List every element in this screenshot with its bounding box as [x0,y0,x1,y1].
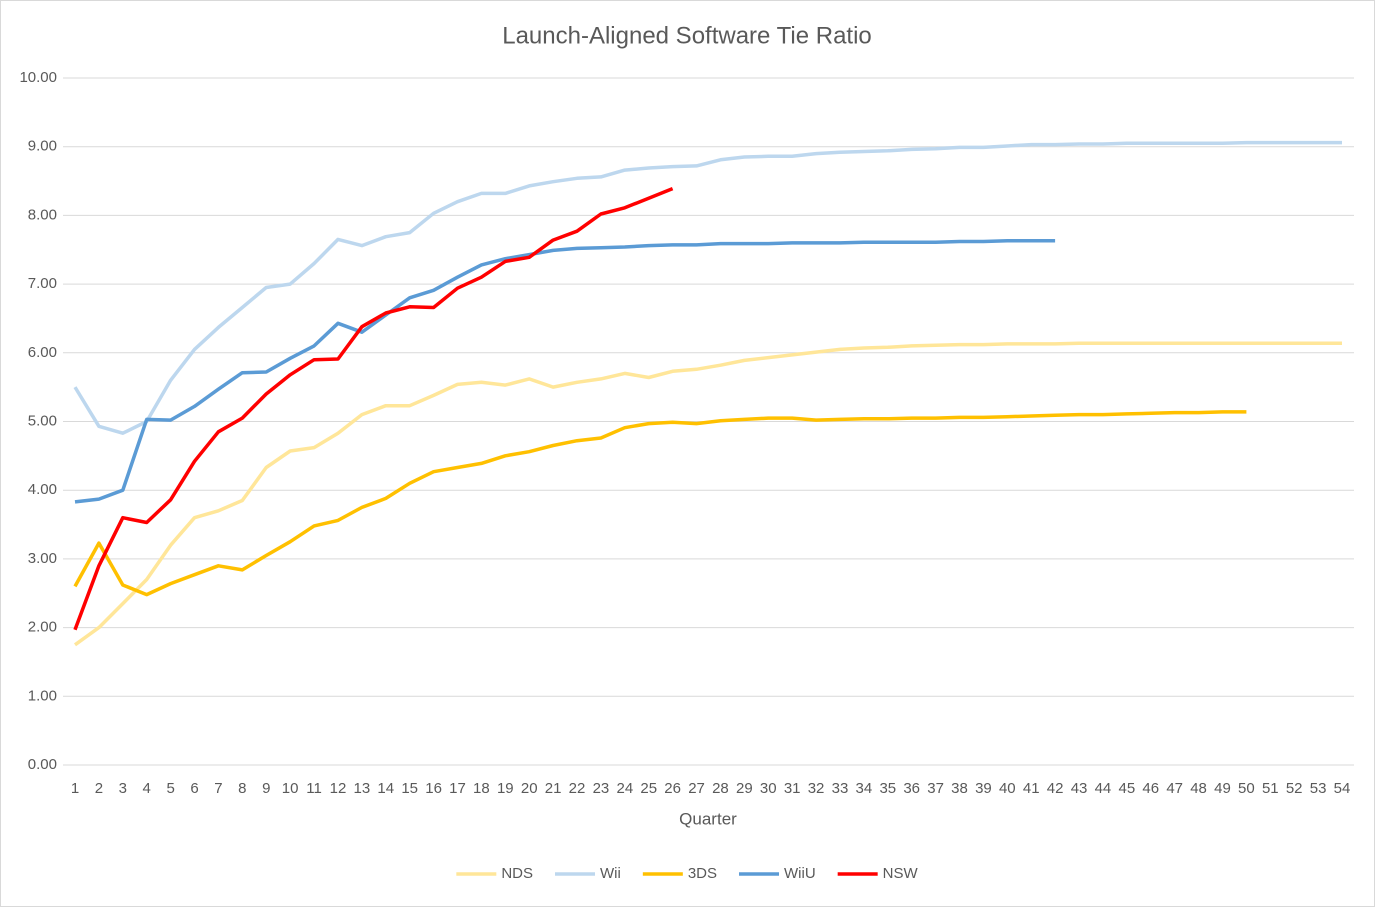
x-tick-label: 21 [545,780,562,797]
x-tick-label: 28 [712,780,729,797]
x-tick-label: 8 [238,780,246,797]
y-tick-label: 1.00 [28,687,57,704]
y-tick-label: 6.00 [28,344,57,361]
x-tick-label: 47 [1166,780,1183,797]
x-tick-label: 25 [640,780,657,797]
legend-label: WiiU [784,865,816,882]
x-tick-label: 30 [760,780,777,797]
x-tick-label: 48 [1190,780,1207,797]
series-line [73,410,1247,597]
x-tick-label: 34 [856,780,873,797]
x-tick-label: 45 [1119,780,1136,797]
x-tick-label: 26 [664,780,681,797]
legend-label: NSW [883,865,919,882]
y-tick-label: 5.00 [28,412,57,429]
x-tick-label: 19 [497,780,514,797]
chart-title: Launch-Aligned Software Tie Ratio [502,22,872,49]
y-tick-label: 0.00 [28,756,57,773]
x-tick-label: 3 [119,780,127,797]
x-axis-label: Quarter [679,809,737,828]
x-tick-label: 35 [879,780,896,797]
x-tick-label: 27 [688,780,705,797]
x-tick-label: 49 [1214,780,1231,797]
y-tick-label: 8.00 [28,206,57,223]
y-tick-label: 2.00 [28,619,57,636]
x-tick-label: 46 [1142,780,1159,797]
x-tick-label: 24 [616,780,633,797]
x-tick-label: 53 [1310,780,1327,797]
y-tick-label: 4.00 [28,481,57,498]
x-tick-label: 13 [354,780,371,797]
x-tick-label: 11 [306,780,322,797]
x-tick-label: 23 [593,780,610,797]
x-tick-label: 36 [903,780,920,797]
x-tick-label: 10 [282,780,299,797]
x-tick-label: 33 [832,780,849,797]
x-tick-label: 32 [808,780,825,797]
x-tick-label: 44 [1095,780,1112,797]
x-tick-label: 51 [1262,780,1279,797]
x-tick-label: 41 [1023,780,1040,797]
series-line [74,239,1056,504]
x-tick-label: 50 [1238,780,1255,797]
series-line [73,341,1342,647]
legend-label: 3DS [688,865,717,882]
x-tick-label: 15 [401,780,418,797]
x-tick-label: 40 [999,780,1016,797]
series-line [73,186,674,631]
x-tick-label: 17 [449,780,466,797]
y-tick-label: 9.00 [28,138,57,155]
x-tick-label: 43 [1071,780,1088,797]
x-tick-label: 22 [569,780,586,797]
x-tick-label: 52 [1286,780,1303,797]
x-tick-label: 2 [95,780,103,797]
x-tick-label: 4 [143,780,151,797]
x-tick-label: 37 [927,780,944,797]
legend-label: NDS [501,865,533,882]
x-tick-label: 39 [975,780,992,797]
x-tick-label: 6 [190,780,198,797]
x-tick-label: 29 [736,780,753,797]
x-tick-label: 31 [784,780,801,797]
x-tick-label: 12 [330,780,347,797]
x-tick-label: 38 [951,780,968,797]
x-tick-label: 42 [1047,780,1064,797]
legend-label: Wii [600,865,621,882]
x-tick-label: 54 [1334,780,1351,797]
x-tick-label: 5 [166,780,174,797]
x-tick-label: 9 [262,780,270,797]
x-tick-label: 7 [214,780,222,797]
y-tick-label: 3.00 [28,550,57,567]
y-tick-label: 7.00 [28,275,57,292]
y-tick-label: 10.00 [19,69,57,86]
x-tick-label: 16 [425,780,442,797]
series-line [73,140,1342,435]
x-tick-label: 14 [377,780,394,797]
x-tick-label: 20 [521,780,538,797]
x-tick-label: 1 [71,780,79,797]
x-tick-label: 18 [473,780,490,797]
